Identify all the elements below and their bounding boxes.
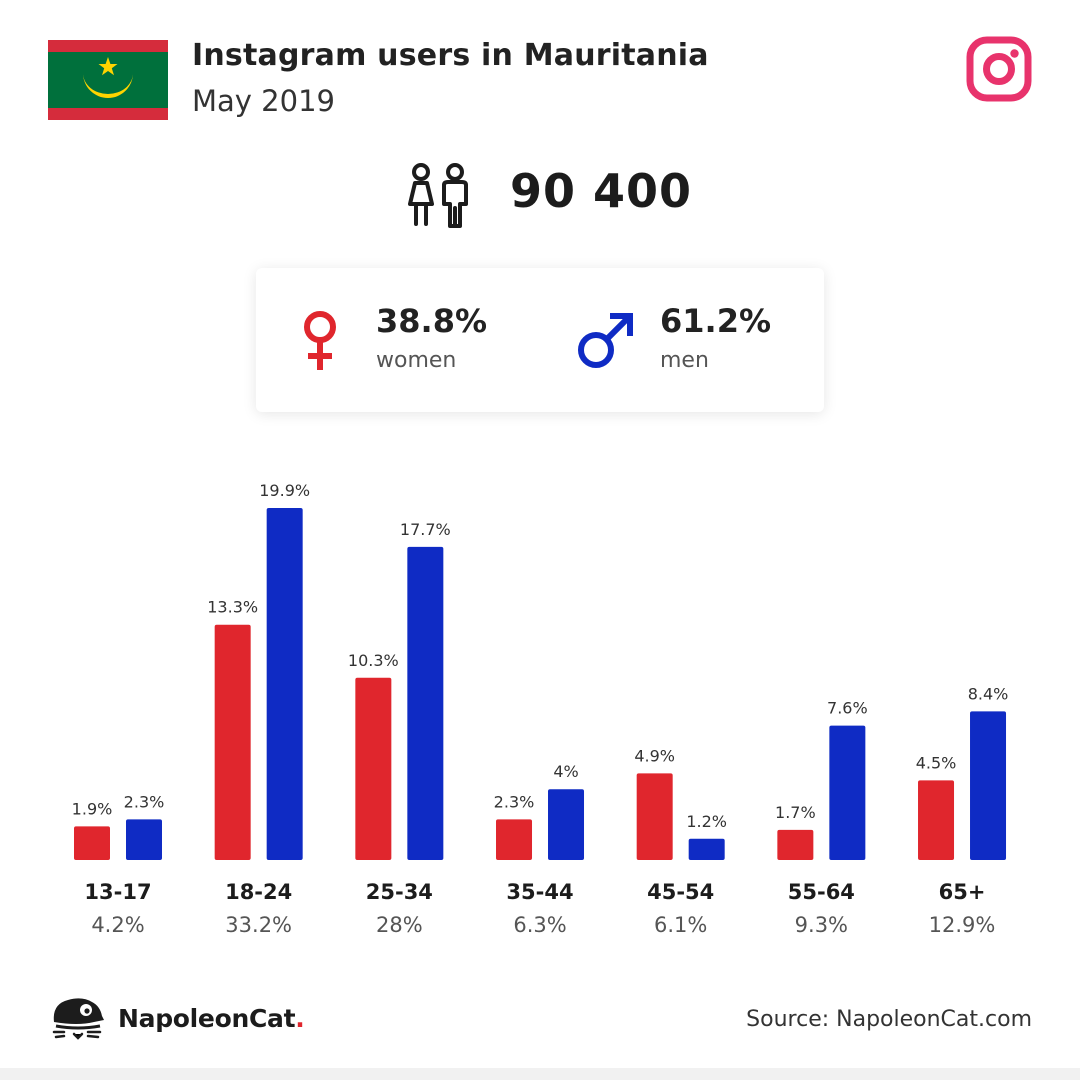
bar-label-women-18-24: 13.3%: [207, 598, 258, 617]
bar-men-55-64: [829, 725, 866, 860]
bar-label-women-55-64: 1.7%: [775, 803, 816, 822]
bar-men-25-34: [407, 546, 444, 860]
category-label-45-54: 45-54: [647, 880, 714, 904]
category-total-25-34: 28%: [376, 913, 423, 937]
bar-label-women-25-34: 10.3%: [348, 651, 399, 670]
brand-dot: .: [295, 1004, 305, 1033]
page-title: Instagram users in Mauritania: [192, 38, 709, 73]
age-gender-bar-chart: 1.9% 2.3% 13-17 4.2% 13.3% 19.9% 18-24 33.2% 10.…: [72, 481, 1009, 937]
bar-women-45-54: [636, 773, 673, 860]
people-icon: [408, 163, 468, 228]
bar-label-men-55-64: 7.6%: [827, 699, 868, 718]
page-subtitle: May 2019: [192, 84, 335, 118]
instagram-icon: [966, 36, 1032, 102]
category-label-13-17: 13-17: [84, 880, 151, 904]
bar-label-men-25-34: 17.7%: [400, 520, 451, 539]
total-users-value: 90 400: [510, 164, 693, 218]
category-label-35-44: 35-44: [506, 880, 573, 904]
brand-name: NapoleonCat: [118, 1004, 296, 1033]
category-total-65+: 12.9%: [929, 913, 996, 937]
bar-women-65+: [918, 780, 955, 860]
category-total-13-17: 4.2%: [91, 913, 144, 937]
bar-label-men-18-24: 19.9%: [259, 481, 310, 500]
mauritania-flag-icon: [48, 40, 168, 120]
category-total-45-54: 6.1%: [654, 913, 707, 937]
bar-men-45-54: [688, 838, 725, 860]
bar-men-35-44: [548, 789, 585, 860]
women-percent: 38.8%: [376, 302, 488, 340]
bar-women-18-24: [214, 624, 251, 860]
source-note: Source: NapoleonCat.com: [746, 1007, 1032, 1032]
gender-split-card: 38.8% women 61.2% men: [256, 268, 824, 412]
bar-label-women-35-44: 2.3%: [494, 792, 535, 811]
category-label-55-64: 55-64: [788, 880, 855, 904]
napoleoncat-logo-icon: [52, 998, 104, 1040]
category-label-25-34: 25-34: [366, 880, 433, 904]
male-symbol-icon: [578, 313, 633, 368]
bar-men-65+: [970, 711, 1007, 860]
bar-men-18-24: [266, 508, 303, 860]
napoleoncat-brand: NapoleonCat.: [118, 1004, 305, 1033]
bar-women-35-44: [496, 819, 533, 860]
bar-label-men-35-44: 4%: [553, 762, 578, 781]
men-label: men: [660, 348, 709, 373]
bar-women-13-17: [74, 826, 110, 860]
bar-label-women-65+: 4.5%: [916, 753, 957, 772]
bar-label-men-45-54: 1.2%: [686, 812, 727, 831]
bar-women-55-64: [777, 829, 814, 860]
female-symbol-icon: [304, 311, 336, 370]
category-total-35-44: 6.3%: [513, 913, 566, 937]
men-percent: 61.2%: [660, 302, 772, 340]
category-label-18-24: 18-24: [225, 880, 292, 904]
bar-women-25-34: [355, 677, 392, 860]
bar-men-13-17: [126, 819, 162, 860]
bottom-strip: [0, 1068, 1080, 1080]
bar-label-men-65+: 8.4%: [968, 684, 1009, 703]
women-label: women: [376, 348, 457, 373]
bar-label-men-13-17: 2.3%: [124, 792, 165, 811]
category-total-55-64: 9.3%: [795, 913, 848, 937]
category-total-18-24: 33.2%: [225, 913, 292, 937]
bar-label-women-13-17: 1.9%: [72, 799, 113, 818]
category-label-65+: 65+: [939, 880, 986, 904]
bar-label-women-45-54: 4.9%: [634, 746, 675, 765]
